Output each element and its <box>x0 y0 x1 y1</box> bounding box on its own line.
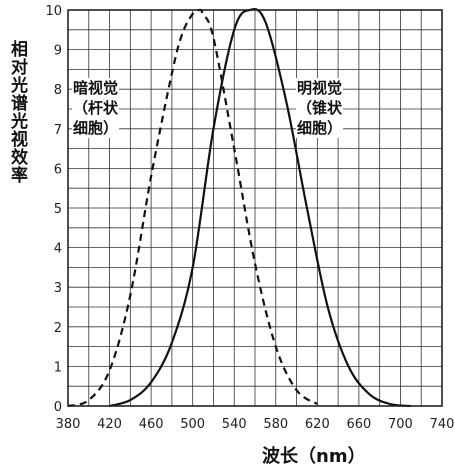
y-tick-label: 6 <box>54 162 62 177</box>
photopic-line-2: （锥状 <box>297 99 343 117</box>
x-axis-label: 波长（nm） <box>262 446 366 467</box>
y-tick-label: 1 <box>54 360 62 375</box>
scotopic-line-1: 暗视觉 <box>73 79 119 97</box>
scotopic-line-2: （杆状 <box>73 99 119 117</box>
y-tick-label: 7 <box>54 123 62 138</box>
y-tick-label: 5 <box>54 202 62 217</box>
y-tick-labels: 0 1 2 3 4 5 6 7 8 9 10 <box>45 4 62 415</box>
scotopic-line-3: 细胞） <box>73 119 119 137</box>
y-tick-label: 0 <box>54 400 62 415</box>
photopic-line-3: 细胞） <box>297 119 343 137</box>
x-tick-labels: 380 420 460 500 540 580 620 660 700 740 <box>56 417 455 432</box>
plot-frame <box>67 9 443 407</box>
x-tick-label: 460 <box>139 417 164 432</box>
x-tick-label: 660 <box>346 417 371 432</box>
x-tick-label: 580 <box>263 417 288 432</box>
y-tick-label: 10 <box>45 4 62 19</box>
scotopic-annotation: 暗视觉 （杆状 细胞） <box>72 78 120 138</box>
y-tick-label: 8 <box>54 83 62 98</box>
y-axis-label: 相对光谱光视效率 <box>7 40 27 184</box>
x-tick-label: 740 <box>430 417 455 432</box>
photopic-annotation: 明视觉 （锥状 细胞） <box>296 78 344 138</box>
y-tick-label: 2 <box>54 321 62 336</box>
x-tick-label: 540 <box>222 417 247 432</box>
x-tick-label: 620 <box>305 417 330 432</box>
x-tick-label: 420 <box>97 417 122 432</box>
y-tick-label: 3 <box>54 281 62 296</box>
photopic-line-1: 明视觉 <box>297 79 343 97</box>
x-tick-label: 380 <box>56 417 81 432</box>
grid <box>67 9 443 407</box>
y-tick-label: 4 <box>54 242 62 257</box>
x-tick-label: 700 <box>388 417 413 432</box>
x-tick-label: 500 <box>180 417 205 432</box>
y-tick-label: 9 <box>54 44 62 59</box>
scotopic-curve <box>67 8 318 408</box>
